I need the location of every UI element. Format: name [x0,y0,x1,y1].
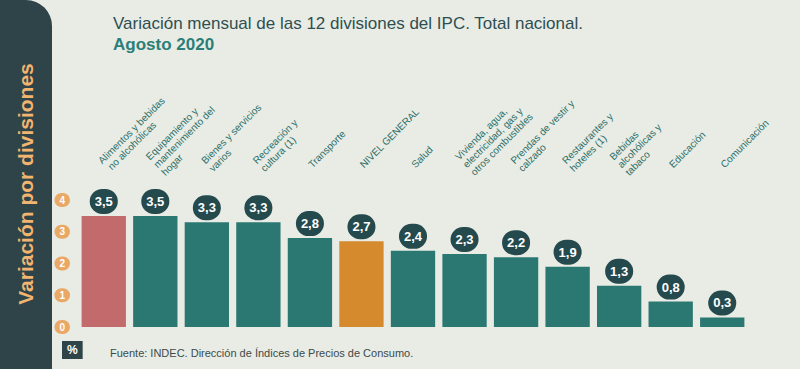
svg-text:1,3: 1,3 [610,264,628,279]
svg-text:Prendas de vestir y: Prendas de vestir y [508,95,579,166]
svg-text:hoteles (1): hoteles (1) [568,133,609,174]
svg-text:Variación mensual de las 12 di: Variación mensual de las 12 divisiones d… [113,14,583,33]
svg-text:2,7: 2,7 [352,219,370,234]
svg-text:%: % [67,343,78,357]
svg-text:Transporte: Transporte [306,128,348,170]
svg-text:tabaco: tabaco [623,148,652,177]
svg-text:alcohólicas y: alcohólicas y [615,119,666,170]
svg-text:calzado: calzado [516,141,548,173]
svg-text:Vivienda, agua,: Vivienda, agua, [452,103,512,163]
svg-text:Fuente: INDEC. Dirección de Ín: Fuente: INDEC. Dirección de Índices de P… [110,347,413,359]
svg-text:Bienes y servicios: Bienes y servicios [199,99,266,166]
svg-text:mantenimiento del: mantenimiento del [151,102,219,170]
svg-text:2,3: 2,3 [455,232,473,247]
svg-text:Restaurantes y: Restaurantes y [559,108,618,166]
svg-text:2,4: 2,4 [404,229,423,244]
svg-text:Agosto 2020: Agosto 2020 [113,35,214,54]
svg-text:2,8: 2,8 [301,216,319,231]
svg-text:Educación: Educación [667,129,708,170]
svg-text:0,3: 0,3 [713,295,731,310]
svg-text:2,2: 2,2 [507,235,525,250]
svg-text:otros combustibles: otros combustibles [468,111,536,178]
svg-text:Salud: Salud [409,144,435,170]
svg-text:4: 4 [59,195,65,206]
svg-text:NIVEL GENERAL: NIVEL GENERAL [357,106,422,170]
svg-text:Recreación y: Recreación y [250,115,302,166]
svg-text:3,3: 3,3 [198,200,216,215]
svg-text:2: 2 [59,258,65,269]
svg-text:Bebidas: Bebidas [607,126,643,163]
svg-text:no alcohólicas: no alcohólicas [103,119,159,174]
svg-text:Alimentos y bebidas: Alimentos y bebidas [96,95,167,166]
svg-text:3,5: 3,5 [146,194,164,209]
svg-text:3,3: 3,3 [249,200,267,215]
svg-text:electricidad, gas y: electricidad, gas y [460,103,527,170]
svg-text:cultura (1): cultura (1) [258,134,298,174]
svg-text:Comunicación: Comunicación [718,117,771,170]
svg-text:1: 1 [59,290,65,301]
svg-text:varios: varios [207,147,234,174]
svg-text:0: 0 [59,322,65,333]
svg-text:0,8: 0,8 [662,280,680,295]
svg-text:1,9: 1,9 [559,245,577,260]
svg-text:3: 3 [59,226,65,237]
svg-text:3,5: 3,5 [95,194,113,209]
svg-text:Equipamiento y: Equipamiento y [143,103,203,163]
svg-text:hogar: hogar [159,151,185,177]
html-text:Variación por divisiones: Variación por divisiones [14,63,37,305]
